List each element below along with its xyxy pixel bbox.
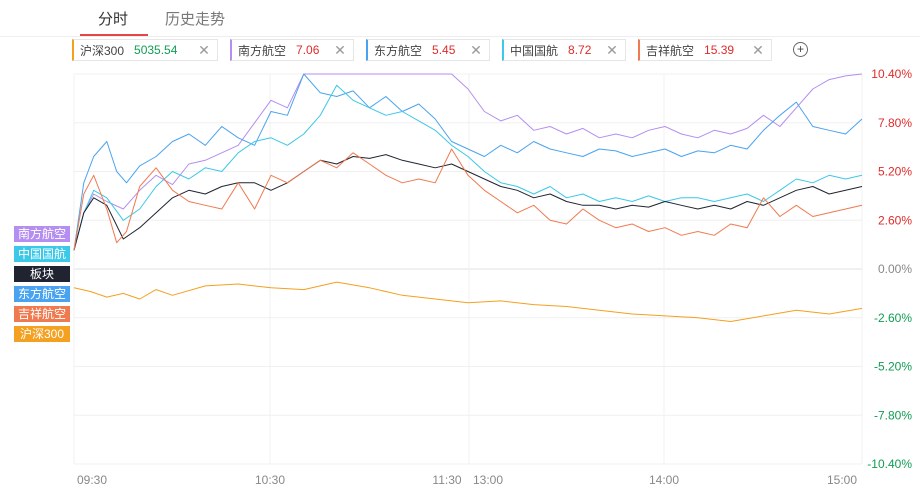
- tab-history[interactable]: 历史走势: [165, 11, 226, 28]
- chip-name: 中国国航: [510, 43, 559, 58]
- tab-intraday[interactable]: 分时: [98, 11, 129, 28]
- chip-value: 7.06: [296, 43, 320, 57]
- chip-china-southern[interactable]: 南方航空 7.06 ✕: [230, 39, 354, 61]
- legend-item: 南方航空: [14, 226, 70, 242]
- y-tick-label: -2.60%: [874, 311, 912, 325]
- close-icon[interactable]: ✕: [606, 42, 618, 58]
- y-tick-label: 2.60%: [878, 213, 912, 227]
- x-tick-label: 13:00: [473, 473, 503, 487]
- chip-juneyao[interactable]: 吉祥航空 15.39 ✕: [638, 39, 772, 61]
- y-tick-label: 0.00%: [878, 262, 912, 276]
- series-line: [73, 148, 863, 251]
- plus-circle-icon[interactable]: +: [793, 42, 808, 57]
- chip-name: 吉祥航空: [646, 43, 695, 58]
- chip-air-china[interactable]: 中国国航 8.72 ✕: [502, 39, 626, 61]
- chart-grid: [73, 73, 863, 465]
- x-tick-label: 11:30: [432, 473, 461, 487]
- x-tick-label: 09:30: [77, 473, 107, 487]
- series-line: [73, 84, 863, 251]
- chip-name: 东方航空: [374, 43, 423, 58]
- series-line: [73, 281, 863, 322]
- y-axis-ticks: 10.40% 7.80% 5.20% 2.60% 0.00% -2.60% -5.20% -7…: [867, 67, 912, 471]
- chip-name: 南方航空: [238, 43, 287, 58]
- legend-item: 东方航空: [14, 286, 70, 302]
- x-tick-label: 15:00: [827, 473, 857, 487]
- close-icon[interactable]: ✕: [334, 42, 346, 58]
- y-tick-label: -7.80%: [874, 408, 912, 422]
- chip-value: 5.45: [432, 43, 456, 57]
- chip-value: 5035.54: [134, 43, 178, 57]
- chip-hs300[interactable]: 沪深300 5035.54 ✕: [72, 39, 218, 61]
- series-line: [73, 73, 863, 251]
- y-tick-label: -10.40%: [867, 457, 912, 471]
- view-tabs: 分时 历史走势: [0, 0, 920, 37]
- close-icon[interactable]: ✕: [198, 42, 210, 58]
- chip-value: 15.39: [704, 43, 735, 57]
- x-tick-label: 10:30: [255, 473, 285, 487]
- close-icon[interactable]: ✕: [470, 42, 482, 58]
- x-tick-label: 14:00: [649, 473, 679, 487]
- legend-item: 沪深300: [14, 326, 70, 342]
- y-tick-label: 10.40%: [871, 67, 912, 81]
- chip-name: 沪深300: [80, 43, 125, 58]
- series-line: [73, 73, 863, 251]
- chip-china-eastern[interactable]: 东方航空 5.45 ✕: [366, 39, 490, 61]
- y-tick-label: 7.80%: [878, 116, 912, 130]
- legend-item: 中国国航: [14, 246, 70, 262]
- chip-value: 8.72: [568, 43, 592, 57]
- x-axis-ticks: 09:30 10:30 11:30 13:00 14:00 15:00: [77, 473, 857, 487]
- chart-series: [73, 73, 863, 322]
- active-tab-indicator: [80, 34, 148, 36]
- tab-divider: [0, 36, 920, 37]
- y-tick-label: -5.20%: [874, 360, 912, 374]
- legend-item: 板块: [14, 266, 70, 282]
- legend-item: 吉祥航空: [14, 306, 70, 322]
- close-icon[interactable]: ✕: [752, 42, 764, 58]
- series-line: [73, 154, 863, 251]
- y-tick-label: 5.20%: [878, 165, 912, 179]
